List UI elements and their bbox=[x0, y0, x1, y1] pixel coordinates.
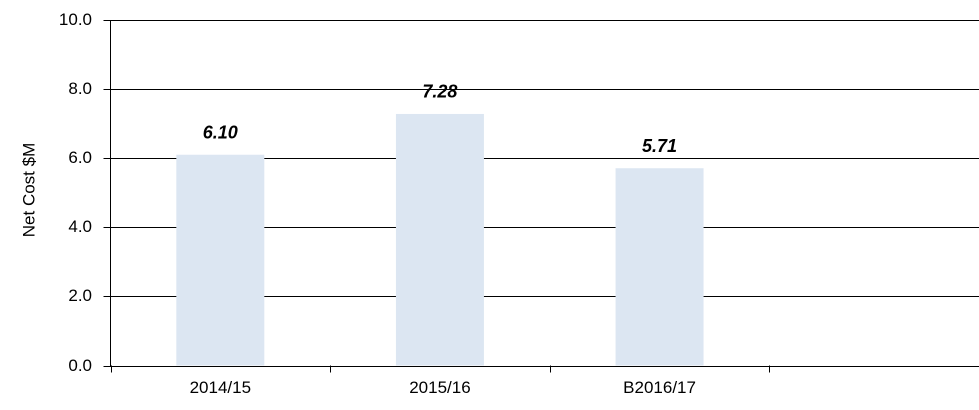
x-tick-label: 2014/15 bbox=[190, 378, 251, 397]
y-tick-label: 0.0 bbox=[68, 356, 92, 375]
bar bbox=[615, 168, 704, 366]
value-label: 7.28 bbox=[422, 82, 457, 102]
y-tick-label: 10.0 bbox=[59, 10, 92, 29]
y-tick-label: 2.0 bbox=[68, 286, 92, 305]
y-tick-label: 6.0 bbox=[68, 148, 92, 167]
x-tick-label: B2016/17 bbox=[623, 378, 696, 397]
y-axis-label: Net Cost $M bbox=[19, 143, 38, 237]
y-tick-label: 4.0 bbox=[68, 217, 92, 236]
bar bbox=[176, 154, 265, 366]
value-label: 5.71 bbox=[642, 136, 677, 156]
value-label: 6.10 bbox=[203, 122, 238, 142]
y-tick-label: 8.0 bbox=[68, 79, 92, 98]
bar bbox=[395, 113, 484, 366]
x-tick-label: 2015/16 bbox=[409, 378, 470, 397]
